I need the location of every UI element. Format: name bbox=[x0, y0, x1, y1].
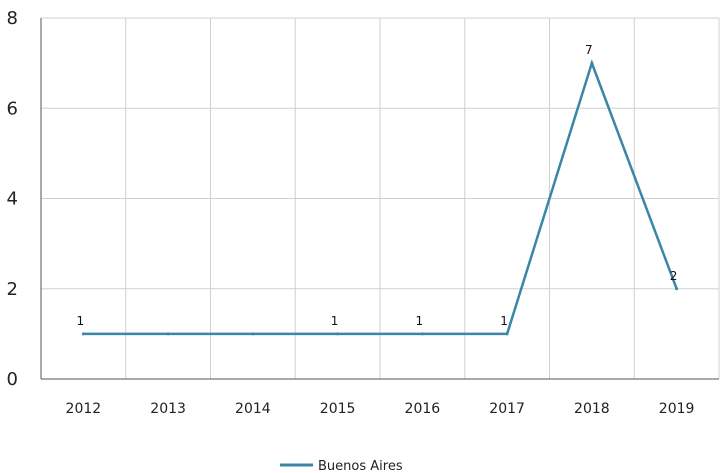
y-tick-4: 4 bbox=[7, 189, 18, 210]
y-axis-ticks: 0 2 4 6 8 bbox=[7, 8, 18, 390]
data-point-2013 bbox=[166, 332, 170, 336]
series-line-buenos-aires bbox=[83, 59, 678, 336]
data-label-2017: 1 bbox=[500, 314, 508, 328]
data-point-2018 bbox=[590, 61, 594, 65]
x-tick-2019: 2019 bbox=[659, 401, 695, 417]
x-tick-2013: 2013 bbox=[150, 401, 186, 417]
x-tick-2016: 2016 bbox=[405, 401, 441, 417]
legend-label-buenos-aires: Buenos Aires bbox=[318, 459, 403, 473]
data-label-2015: 1 bbox=[331, 314, 339, 328]
data-point-2019 bbox=[675, 287, 679, 291]
x-tick-2014: 2014 bbox=[235, 401, 271, 417]
data-label-2018: 7 bbox=[585, 43, 593, 57]
data-point-2012 bbox=[81, 332, 85, 336]
x-axis-ticks: 2012 2013 2014 2015 2016 2017 2018 2019 bbox=[66, 401, 695, 417]
data-point-2016 bbox=[420, 332, 424, 336]
data-point-2014 bbox=[251, 332, 255, 336]
y-tick-8: 8 bbox=[7, 8, 18, 29]
data-labels: 1 1 1 1 7 2 bbox=[77, 43, 678, 328]
series-group bbox=[81, 59, 679, 336]
data-label-2019: 2 bbox=[670, 269, 678, 283]
y-tick-2: 2 bbox=[7, 279, 18, 300]
x-tick-2015: 2015 bbox=[320, 401, 356, 417]
x-tick-2012: 2012 bbox=[66, 401, 102, 417]
data-label-2016: 1 bbox=[416, 314, 424, 328]
y-tick-0: 0 bbox=[7, 369, 18, 390]
data-label-2012: 1 bbox=[77, 314, 85, 328]
data-point-2017 bbox=[505, 332, 509, 336]
x-tick-2017: 2017 bbox=[489, 401, 525, 417]
legend: Buenos Aires bbox=[280, 459, 403, 473]
x-tick-2018: 2018 bbox=[574, 401, 610, 417]
data-point-2015 bbox=[336, 332, 340, 336]
y-tick-6: 6 bbox=[7, 98, 18, 119]
grid bbox=[41, 17, 720, 380]
axes bbox=[40, 18, 719, 380]
